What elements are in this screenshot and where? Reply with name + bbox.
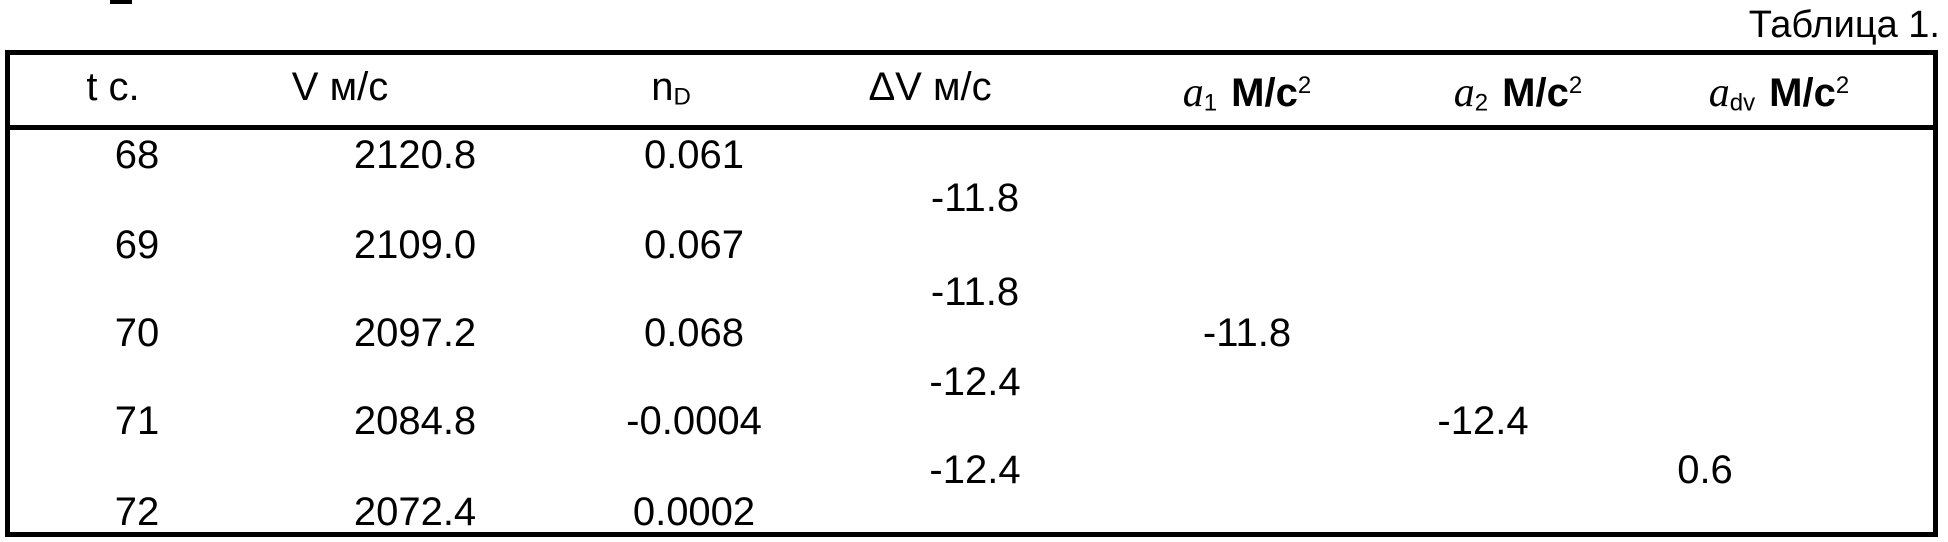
col-header-a2-exponent: 2 — [1568, 71, 1583, 99]
data-table-border — [5, 50, 1938, 537]
page-edge-artifact — [110, 0, 132, 4]
cell-a1-row4: -11.8 — [1202, 311, 1292, 355]
col-header-a2-subscript: 2 — [1474, 89, 1489, 117]
col-header-dv-label: ΔV м/с — [868, 65, 992, 109]
col-header-a1-exponent: 2 — [1297, 71, 1312, 99]
col-header-adv-subscript: dv — [1729, 89, 1756, 117]
col-header-adv-exponent: 2 — [1835, 71, 1850, 99]
col-header-adv-var: a — [1708, 70, 1730, 116]
col-header-a2-var: a — [1453, 70, 1475, 116]
col-header-a1: a1 М/с2 — [1183, 72, 1311, 115]
col-header-a1-subscript: 1 — [1203, 89, 1218, 117]
cell-adv-row7: 0.6 — [1677, 448, 1733, 492]
cell-v-row0: 2120.8 — [353, 133, 477, 177]
cell-nd-row6: -0.0004 — [626, 399, 762, 443]
col-header-nd-label: n — [651, 65, 674, 109]
cell-nd-row2: 0.067 — [643, 223, 745, 267]
cell-nd-row8: 0.0002 — [632, 490, 756, 534]
col-header-time-label: t c. — [86, 65, 140, 109]
cell-a2-row6: -12.4 — [1437, 399, 1529, 443]
cell-dv-row1: -11.8 — [930, 176, 1020, 220]
cell-v-row8: 2072.4 — [353, 490, 477, 534]
cell-v-row6: 2084.8 — [353, 399, 477, 443]
col-header-a2-unit: М/с — [1502, 71, 1569, 115]
table-caption: Таблица 1. — [1748, 4, 1940, 46]
cell-t-row8: 72 — [114, 490, 160, 534]
col-header-adv: adv М/с2 — [1709, 72, 1849, 115]
cell-t-row6: 71 — [114, 399, 160, 443]
cell-dv-row7: -12.4 — [929, 448, 1021, 492]
col-header-nd-subscript: D — [673, 83, 691, 111]
col-header-adv-unit: М/с — [1769, 71, 1836, 115]
cell-t-row0: 68 — [114, 133, 160, 177]
header-separator-line — [5, 125, 1938, 130]
col-header-a2: a2 М/с2 — [1454, 72, 1582, 115]
cell-t-row2: 69 — [114, 223, 160, 267]
cell-nd-row0: 0.061 — [643, 133, 745, 177]
col-header-nd: nD — [651, 67, 691, 109]
col-header-dv: ΔV м/с — [868, 67, 991, 107]
col-header-velocity: V м/с — [292, 67, 388, 107]
cell-v-row2: 2109.0 — [353, 223, 477, 267]
col-header-a1-var: a — [1182, 70, 1204, 116]
cell-dv-row3: -11.8 — [930, 270, 1020, 314]
col-header-a1-unit: М/с — [1231, 71, 1298, 115]
col-header-velocity-label: V м/с — [291, 65, 389, 109]
cell-t-row4: 70 — [114, 311, 160, 355]
cell-nd-row4: 0.068 — [643, 311, 745, 355]
cell-dv-row5: -12.4 — [929, 360, 1021, 404]
cell-v-row4: 2097.2 — [353, 311, 477, 355]
col-header-time: t c. — [86, 67, 139, 107]
